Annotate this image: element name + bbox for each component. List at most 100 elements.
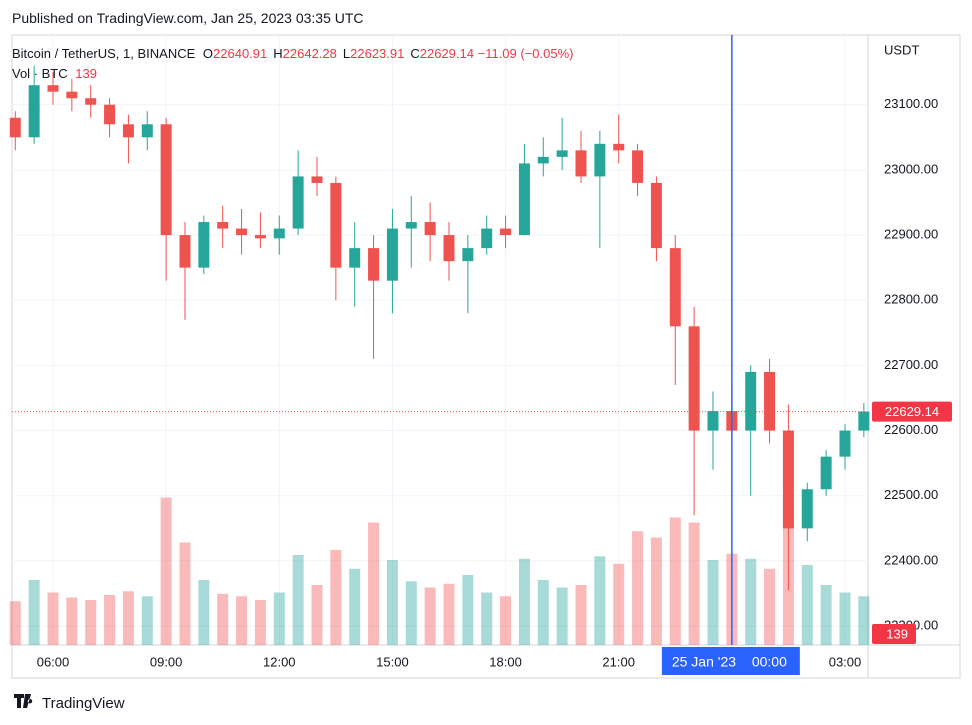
y-tick-label: 22700.00 xyxy=(884,357,938,372)
candle-body xyxy=(141,124,153,138)
volume-bar xyxy=(669,517,681,645)
x-tick-label: 03:00 xyxy=(829,654,862,669)
candle-body xyxy=(650,182,662,249)
volume-tag xyxy=(872,624,916,644)
candle-body xyxy=(688,326,700,431)
volume-bar xyxy=(236,596,248,645)
change: −11.09 (−0.05%) xyxy=(477,46,574,61)
y-tick-label: 22900.00 xyxy=(884,227,938,242)
ohlc-value: 22640.91 xyxy=(213,46,268,61)
candle-body xyxy=(424,222,436,236)
crosshair-date: 25 Jan '23 xyxy=(672,654,736,670)
y-tick-label: 22800.00 xyxy=(884,292,938,307)
volume-bar xyxy=(820,585,832,645)
candle-body xyxy=(858,411,870,431)
volume-bar xyxy=(575,585,587,645)
candle-body xyxy=(122,124,134,138)
ohlc: O22640.91 H22642.28 L22623.91 C22629.14 xyxy=(199,46,474,61)
candle-body xyxy=(745,371,757,431)
y-tick-label: 22600.00 xyxy=(884,422,938,437)
y-tick-label: 22500.00 xyxy=(884,487,938,502)
published: Published on TradingView.com, Jan 25, 20… xyxy=(12,10,364,26)
volume-bar xyxy=(179,542,191,645)
volume-bar xyxy=(481,592,493,645)
volume-bar xyxy=(386,560,398,645)
y-tick-label: 23100.00 xyxy=(884,96,938,111)
volume-bar xyxy=(613,563,625,645)
volume-bar xyxy=(462,575,474,645)
candle-body xyxy=(254,235,266,239)
legend: Bitcoin / TetherUS, 1, BINANCE O22640.91… xyxy=(12,46,574,61)
volume-bar xyxy=(198,580,210,645)
volume-name: Vol · BTC xyxy=(12,66,68,81)
candle-body xyxy=(556,150,568,157)
volume-bar xyxy=(424,587,436,645)
volume-bar xyxy=(9,601,21,645)
candle-body xyxy=(311,176,323,183)
candle-body xyxy=(481,228,493,249)
candle-body xyxy=(632,150,644,183)
grid xyxy=(12,35,868,645)
logo-icon xyxy=(14,694,33,708)
volume-bar xyxy=(330,550,342,645)
candle-body xyxy=(292,176,304,229)
candle-body xyxy=(47,85,59,92)
candle-body xyxy=(198,222,210,268)
candle-body xyxy=(575,150,587,177)
volume-bar xyxy=(688,522,700,645)
symbol: Bitcoin / TetherUS, 1, BINANCE xyxy=(12,46,196,61)
volume-bar xyxy=(632,531,644,645)
candle-body xyxy=(707,411,719,431)
volume-bar xyxy=(707,560,719,645)
ohlc-label: C xyxy=(410,46,420,61)
ohlc-value: 22629.14 xyxy=(419,46,474,61)
candles xyxy=(9,65,870,591)
candle-body xyxy=(85,98,97,105)
volume-bar xyxy=(85,600,97,645)
volume-bar xyxy=(839,592,851,645)
candle-body xyxy=(160,124,172,236)
candle-body xyxy=(349,248,361,268)
chart-frame xyxy=(11,34,961,679)
y-tick-label: 23000.00 xyxy=(884,161,938,176)
candle-body xyxy=(613,143,625,151)
candle-body xyxy=(500,228,512,236)
volume-bar xyxy=(858,596,870,645)
candle-body xyxy=(594,143,606,177)
volume-bar xyxy=(594,556,606,645)
volume-bar xyxy=(66,597,78,645)
volume-bar xyxy=(217,593,229,645)
candle-body xyxy=(236,228,248,236)
candle-body xyxy=(66,91,78,99)
candle-body xyxy=(9,117,21,138)
volume-bar xyxy=(405,581,417,645)
volume-bar xyxy=(28,580,40,645)
x-tick-label: 18:00 xyxy=(489,654,522,669)
volume-legend: Vol · BTC 139 xyxy=(12,66,97,81)
crosshair-tag xyxy=(661,647,800,675)
volume-bar xyxy=(518,558,530,645)
volume-bar xyxy=(160,497,172,645)
volume-bar xyxy=(368,522,380,645)
ohlc-label: H xyxy=(273,46,283,61)
candle-body xyxy=(764,371,776,431)
ohlc-label: O xyxy=(202,46,214,61)
volume-bar xyxy=(47,592,59,645)
volume-bar xyxy=(311,585,323,645)
candle-body xyxy=(782,430,794,529)
currency: USDT xyxy=(884,42,919,57)
x-tick-label: 06:00 xyxy=(37,654,70,669)
volume-bar xyxy=(292,555,304,645)
candle-body xyxy=(820,456,832,490)
candle-body xyxy=(330,182,342,268)
volume-bar xyxy=(556,587,568,645)
candle-body xyxy=(537,156,549,164)
candle-body xyxy=(273,228,285,239)
candle-body xyxy=(801,489,813,529)
volume-last: 139 xyxy=(75,66,97,81)
x-tick-label: 21:00 xyxy=(602,654,635,669)
candle-body xyxy=(839,430,851,457)
candle-body xyxy=(217,222,229,229)
candle-body xyxy=(368,248,380,281)
